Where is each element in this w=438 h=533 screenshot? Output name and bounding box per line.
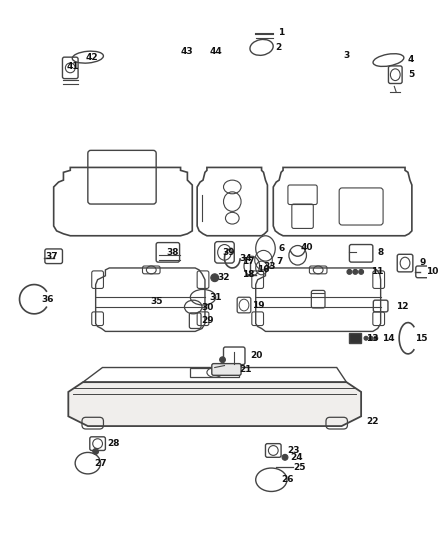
Text: 25: 25 — [293, 463, 305, 472]
Ellipse shape — [219, 357, 226, 362]
Ellipse shape — [353, 269, 358, 274]
Text: 16: 16 — [257, 265, 269, 274]
Text: 18: 18 — [242, 270, 254, 279]
Text: 36: 36 — [41, 295, 53, 304]
Ellipse shape — [282, 454, 288, 460]
Text: 15: 15 — [415, 334, 427, 343]
Text: 32: 32 — [218, 273, 230, 282]
Text: 12: 12 — [396, 302, 409, 311]
Text: 10: 10 — [427, 268, 438, 277]
Text: 29: 29 — [201, 316, 214, 325]
Ellipse shape — [359, 269, 364, 274]
Text: 17: 17 — [242, 256, 254, 265]
Text: 30: 30 — [201, 303, 213, 311]
Text: 2: 2 — [275, 43, 282, 52]
Text: 33: 33 — [264, 262, 276, 271]
Ellipse shape — [369, 336, 373, 340]
Text: 43: 43 — [180, 47, 193, 56]
Text: 42: 42 — [86, 53, 99, 62]
Text: 13: 13 — [366, 334, 378, 343]
Text: 38: 38 — [166, 248, 178, 257]
Ellipse shape — [211, 274, 219, 281]
Text: 40: 40 — [300, 243, 313, 252]
Text: 28: 28 — [107, 439, 120, 448]
Bar — [350, 333, 361, 343]
Text: 37: 37 — [45, 252, 57, 261]
FancyBboxPatch shape — [212, 364, 241, 375]
Polygon shape — [68, 382, 361, 426]
Text: 35: 35 — [150, 297, 163, 305]
Ellipse shape — [374, 336, 378, 340]
Text: 41: 41 — [67, 62, 79, 71]
Ellipse shape — [347, 269, 352, 274]
Text: 20: 20 — [250, 351, 262, 360]
Text: 26: 26 — [281, 475, 293, 484]
Text: 39: 39 — [223, 248, 235, 257]
Text: 3: 3 — [343, 51, 350, 60]
Text: 8: 8 — [378, 248, 384, 257]
Text: 24: 24 — [290, 453, 303, 462]
Text: 5: 5 — [408, 70, 414, 79]
Text: 7: 7 — [276, 256, 283, 265]
Text: 44: 44 — [210, 47, 223, 56]
Text: 27: 27 — [95, 459, 107, 467]
Text: 31: 31 — [210, 293, 223, 302]
Ellipse shape — [93, 449, 99, 454]
Text: 14: 14 — [381, 334, 394, 343]
Text: 4: 4 — [408, 54, 414, 63]
Ellipse shape — [364, 336, 368, 340]
Text: 6: 6 — [278, 244, 284, 253]
Text: 34: 34 — [239, 254, 252, 263]
Text: 1: 1 — [278, 28, 284, 37]
Text: 9: 9 — [420, 257, 426, 266]
Text: 11: 11 — [371, 268, 383, 277]
Text: 23: 23 — [287, 446, 300, 455]
Text: 19: 19 — [252, 301, 265, 310]
Text: 22: 22 — [366, 417, 378, 426]
Text: 21: 21 — [239, 365, 251, 374]
